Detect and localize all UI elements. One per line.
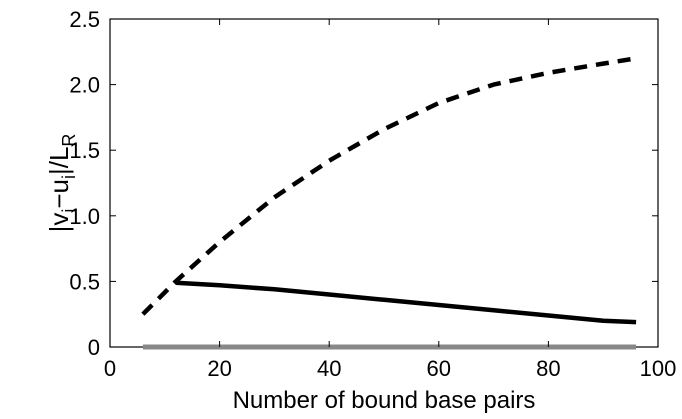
solid-series-line: [175, 280, 637, 325]
x-axis-label: Number of bound base pairs: [233, 387, 536, 414]
y-tick-label: 2.0: [69, 73, 100, 98]
y-tick-label: 0.5: [69, 269, 100, 294]
x-tick-label: 0: [104, 356, 116, 381]
x-tick-label: 20: [207, 356, 231, 381]
y-tick-label: 1.5: [69, 138, 100, 163]
y-tick-label: 2.5: [69, 7, 100, 32]
dashed-series-line: [141, 56, 637, 316]
y-tick-label: 0: [88, 335, 100, 360]
y-tick-label: 1.0: [69, 204, 100, 229]
x-tick-label: 80: [536, 356, 560, 381]
x-tick-label: 40: [317, 356, 341, 381]
series-layer: [141, 56, 637, 350]
x-tick-label: 100: [640, 356, 677, 381]
ticks-layer: 0 20 40 60 80 100 0 0.5 1.0 1.5 2.0 2.5: [69, 7, 676, 381]
x-tick-label: 60: [427, 356, 451, 381]
y-axis-label: |vi−ui|/LR: [44, 134, 79, 233]
